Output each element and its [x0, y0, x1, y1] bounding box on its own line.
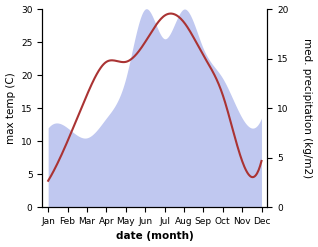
X-axis label: date (month): date (month)	[116, 231, 194, 242]
Y-axis label: med. precipitation (kg/m2): med. precipitation (kg/m2)	[302, 38, 313, 178]
Y-axis label: max temp (C): max temp (C)	[5, 72, 16, 144]
